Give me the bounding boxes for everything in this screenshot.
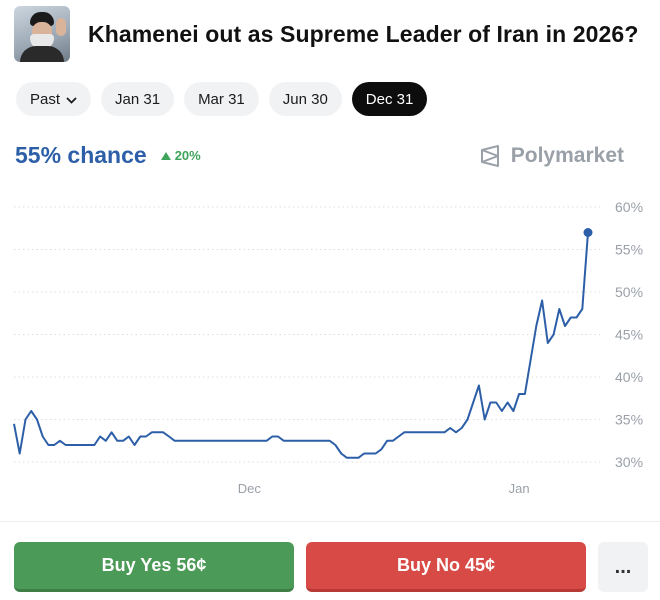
buy-yes-button[interactable]: Buy Yes 56¢ bbox=[14, 542, 294, 592]
chance-summary: 55% chance 20% bbox=[15, 142, 201, 169]
y-tick-label: 45% bbox=[615, 327, 643, 343]
more-options-button[interactable]: ... bbox=[598, 542, 648, 592]
y-tick-label: 55% bbox=[615, 242, 643, 258]
series-line bbox=[13, 232, 589, 459]
polymarket-logo-icon bbox=[480, 145, 499, 167]
y-tick-label: 40% bbox=[615, 369, 643, 385]
y-tick-label: 50% bbox=[615, 284, 643, 300]
chance-delta-value: 20% bbox=[174, 148, 201, 163]
tab-label: Jan 31 bbox=[115, 90, 161, 108]
divider bbox=[0, 521, 660, 522]
chance-delta: 20% bbox=[160, 148, 201, 163]
y-tick-label: 30% bbox=[615, 454, 643, 470]
tab-label: Past bbox=[30, 90, 61, 108]
y-tick-label: 35% bbox=[615, 412, 643, 428]
tab-mar-31[interactable]: Mar 31 bbox=[184, 82, 259, 116]
tab-past[interactable]: Past bbox=[16, 82, 92, 116]
tab-label: Mar 31 bbox=[198, 90, 245, 108]
brand-name: Polymarket bbox=[510, 144, 624, 167]
y-tick-label: 60% bbox=[615, 199, 643, 215]
arrow-up-icon bbox=[160, 151, 171, 160]
brand-logo: Polymarket bbox=[479, 144, 624, 168]
tab-jan-31[interactable]: Jan 31 bbox=[101, 82, 175, 116]
tab-label: Dec 31 bbox=[365, 90, 414, 108]
tab-jun-30[interactable]: Jun 30 bbox=[268, 82, 342, 116]
tab-label: Jun 30 bbox=[282, 90, 328, 108]
tab-dec-31[interactable]: Dec 31 bbox=[351, 82, 428, 116]
buy-no-button[interactable]: Buy No 45¢ bbox=[306, 542, 586, 592]
probability-chart: 60% 55% 50% 45% 40% 35% 30% Dec Jan bbox=[13, 199, 643, 496]
market-title: Khamenei out as Supreme Leader of Iran i… bbox=[88, 20, 639, 47]
chevron-down-icon bbox=[66, 91, 77, 108]
market-avatar bbox=[14, 6, 70, 62]
chance-value: 55% chance bbox=[15, 142, 147, 168]
x-tick-label: Dec bbox=[238, 481, 262, 496]
date-range-tabs: Past Jan 31 Mar 31 Jun 30 Dec 31 bbox=[16, 82, 428, 116]
series-end-point bbox=[583, 228, 593, 237]
market-header: Khamenei out as Supreme Leader of Iran i… bbox=[14, 6, 638, 62]
x-tick-label: Jan bbox=[509, 481, 530, 496]
